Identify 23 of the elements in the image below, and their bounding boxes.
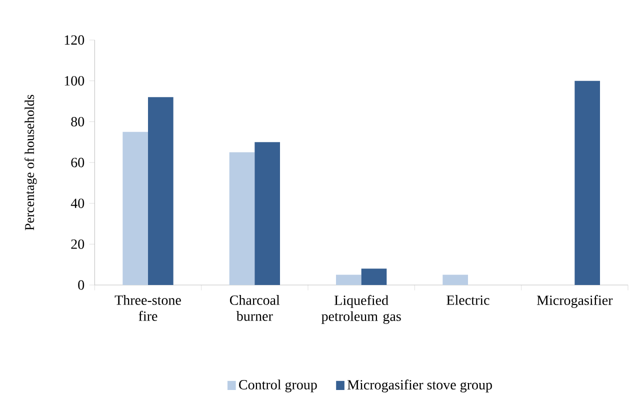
bar xyxy=(336,274,362,285)
bar xyxy=(254,142,280,285)
bar xyxy=(442,274,468,285)
y-tick-label: 60 xyxy=(71,158,84,168)
bar xyxy=(148,97,174,285)
x-tick-label: Three-stone fire xyxy=(114,295,181,321)
legend-label: Control group xyxy=(239,380,317,392)
x-tick-label: Microgasifier xyxy=(536,295,613,308)
x-tick-label: Electric xyxy=(446,295,490,305)
y-tick-label: 40 xyxy=(70,198,84,208)
y-axis-title: Percentage of households xyxy=(24,94,37,230)
bar xyxy=(574,80,600,285)
bar xyxy=(229,152,255,285)
bar xyxy=(122,132,148,285)
x-tick-label: Charcoal burner xyxy=(230,295,280,321)
y-tick-label: 20 xyxy=(71,239,84,249)
legend-label: Microgasifier stove group xyxy=(348,380,492,392)
y-tick-label: 0 xyxy=(78,280,84,290)
y-tick-label: 120 xyxy=(64,35,84,45)
x-tick-label: Liquefied petroleum gas xyxy=(322,295,401,324)
y-tick-label: 100 xyxy=(64,76,84,86)
y-tick-label: 80 xyxy=(71,116,84,126)
bar xyxy=(361,268,387,285)
